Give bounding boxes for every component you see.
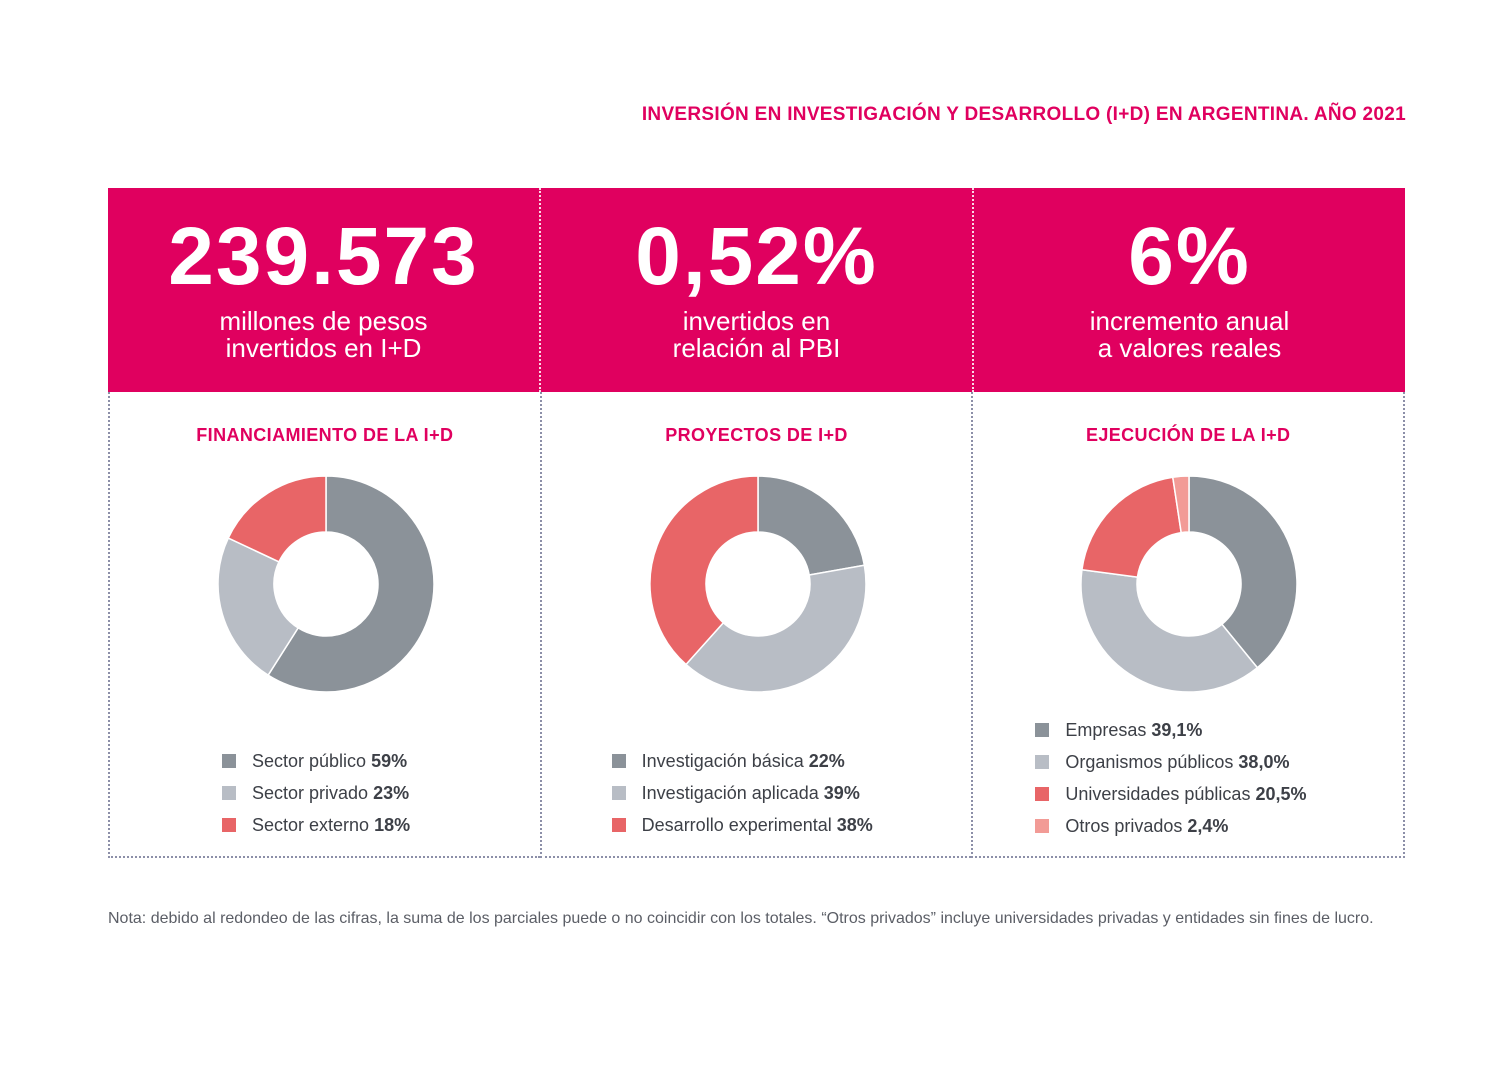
legend-swatch xyxy=(611,754,626,768)
kpi-value: 0,52% xyxy=(635,211,878,302)
donut-slice-investigacion-aplicada xyxy=(684,564,867,693)
kpi-label-line: invertidos en xyxy=(682,306,831,336)
legend-item: Sector público 59% xyxy=(222,745,410,777)
kpi-label-line: relación al PBI xyxy=(672,333,841,363)
kpi-value: 239.573 xyxy=(168,211,479,302)
legend-name: Sector externo xyxy=(252,814,370,835)
legend-value: 2,4% xyxy=(1187,815,1229,836)
donut-chart-proyectos xyxy=(648,475,867,693)
legend-item: Investigación aplicada 39% xyxy=(611,777,873,809)
kpi-label: incremento anual a valores reales xyxy=(974,308,1405,362)
legend-value: 39% xyxy=(823,782,860,803)
kpi-investment: 239.573 millones de pesos invertidos en … xyxy=(108,188,539,392)
legend-financiamiento: Sector público 59% Sector privado 23% Sect… xyxy=(222,745,410,841)
kpi-value: 6% xyxy=(1128,211,1251,302)
legend-item: Desarrollo experimental 38% xyxy=(611,809,873,841)
donut-slice-organismos-publicos xyxy=(1080,568,1259,693)
legend-item: Sector privado 23% xyxy=(222,777,410,809)
kpi-label-line: invertidos en I+D xyxy=(225,333,422,363)
legend-name: Desarrollo experimental xyxy=(641,814,832,835)
legend-name: Sector público xyxy=(252,750,367,771)
donut-slice-sector-externo xyxy=(227,475,327,563)
panel-financiamiento: FINANCIAMIENTO DE LA I+D Sector público 5… xyxy=(108,392,540,858)
legend-item: Sector externo 18% xyxy=(222,809,410,841)
legend-item: Otros privados 2,4% xyxy=(1035,810,1306,842)
donut-chart-ejecucion xyxy=(1080,475,1299,693)
legend-item: Universidades públicas 20,5% xyxy=(1035,778,1307,810)
donut-slice-sector-privado xyxy=(217,537,300,677)
legend-name: Otros privados xyxy=(1065,815,1183,836)
legend-value: 38% xyxy=(836,814,873,835)
kpi-label: millones de pesos invertidos en I+D xyxy=(108,308,539,362)
legend-name: Sector privado xyxy=(252,782,369,803)
legend-value: 59% xyxy=(371,750,408,771)
kpi-label: invertidos en relación al PBI xyxy=(541,308,972,362)
panel-proyectos: PROYECTOS DE I+D Investigación básica 22%… xyxy=(539,392,972,858)
legend-swatch xyxy=(222,818,236,832)
donut-chart-financiamiento xyxy=(217,475,435,693)
legend-value: 20,5% xyxy=(1255,783,1307,804)
donut-slice-desarrollo-experimental xyxy=(648,475,759,666)
kpi-banner: 239.573 millones de pesos invertidos en … xyxy=(108,188,1405,392)
donut-slice-otros-privados xyxy=(1172,475,1191,534)
legend-name: Investigación aplicada xyxy=(641,782,819,803)
legend-swatch xyxy=(1035,755,1050,769)
panel-ejecucion: EJECUCIÓN DE LA I+D Empresas 39,1% Organi… xyxy=(971,392,1406,858)
legend-swatch xyxy=(1035,723,1050,737)
legend-name: Empresas xyxy=(1065,719,1147,740)
donut-slice-investigacion-basica xyxy=(756,475,865,576)
legend-value: 23% xyxy=(373,782,410,803)
kpi-label-line: incremento anual xyxy=(1089,306,1290,336)
legend-swatch xyxy=(222,754,236,768)
legend-value: 39,1% xyxy=(1151,719,1203,740)
legend-ejecucion: Empresas 39,1% Organismos públicos 38,0% U… xyxy=(1035,714,1307,842)
footnote: Nota: debido al redondeo de las cifras, … xyxy=(108,910,1374,927)
legend-name: Investigación básica xyxy=(641,750,804,771)
kpi-gdp-share: 0,52% invertidos en relación al PBI xyxy=(539,188,972,392)
main-title: INVERSIÓN EN INVESTIGACIÓN Y DESARROLLO … xyxy=(641,104,1406,125)
legend-swatch xyxy=(611,786,626,800)
legend-item: Organismos públicos 38,0% xyxy=(1035,746,1306,778)
kpi-label-line: millones de pesos xyxy=(219,306,428,336)
chart-title: PROYECTOS DE I+D xyxy=(665,425,848,445)
kpi-label-line: a valores reales xyxy=(1097,333,1282,363)
legend-proyectos: Investigación básica 22% Investigación ap… xyxy=(611,745,873,841)
legend-name: Universidades públicas xyxy=(1065,783,1251,804)
legend-value: 18% xyxy=(374,814,411,835)
donut-slice-universidades-publicas xyxy=(1081,476,1183,579)
donut-slice-sector-publico xyxy=(267,475,435,693)
donut-slice-empresas xyxy=(1188,475,1299,669)
legend-swatch xyxy=(1035,787,1050,801)
legend-name: Organismos públicos xyxy=(1065,751,1234,772)
legend-swatch xyxy=(222,786,236,800)
legend-item: Empresas 39,1% xyxy=(1035,714,1306,746)
kpi-annual-growth: 6% incremento anual a valores reales xyxy=(972,188,1405,392)
chart-panels: FINANCIAMIENTO DE LA I+D Sector público 5… xyxy=(108,392,1406,858)
legend-swatch xyxy=(611,818,626,832)
legend-swatch xyxy=(1035,819,1050,833)
chart-title: EJECUCIÓN DE LA I+D xyxy=(1085,425,1291,445)
chart-title: FINANCIAMIENTO DE LA I+D xyxy=(196,425,454,445)
legend-value: 38,0% xyxy=(1238,751,1290,772)
legend-value: 22% xyxy=(808,750,845,771)
legend-item: Investigación básica 22% xyxy=(611,745,873,777)
